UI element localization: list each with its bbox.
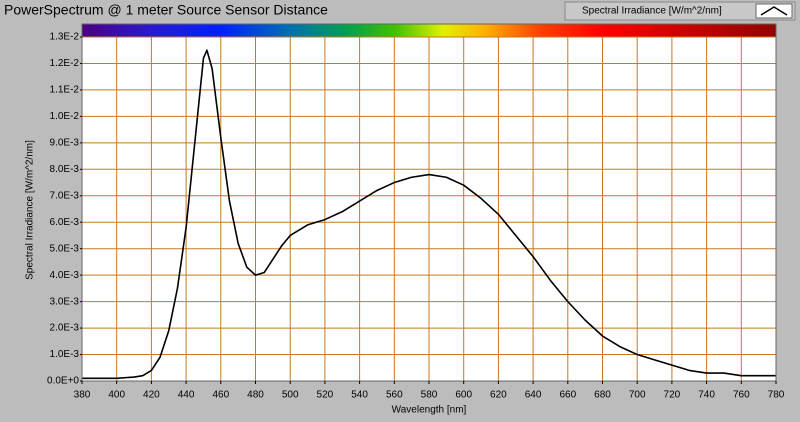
y-tick-label: 1.0E-3 xyxy=(50,349,80,360)
chart-title: PowerSpectrum @ 1 meter Source Sensor Di… xyxy=(4,2,328,18)
x-tick-label: 720 xyxy=(664,390,681,401)
x-tick-label: 540 xyxy=(351,390,368,401)
x-tick-label: 580 xyxy=(421,390,438,401)
legend-icon xyxy=(760,6,788,16)
x-tick-label: 440 xyxy=(178,390,195,401)
legend-label: Spectral Irradiance [W/m^2/nm] xyxy=(582,6,722,17)
x-tick-label: 780 xyxy=(768,390,785,401)
x-tick-label: 600 xyxy=(455,390,472,401)
x-tick-label: 420 xyxy=(143,390,160,401)
x-tick-label: 500 xyxy=(282,390,299,401)
x-tick-label: 700 xyxy=(629,390,646,401)
y-tick-label: 2.0E-3 xyxy=(50,323,80,334)
legend-swatch xyxy=(755,3,793,19)
y-axis-label: Spectral Irradiance [W/m^2/nm] xyxy=(25,140,36,280)
y-tick-label: 1.0E-2 xyxy=(50,111,80,122)
x-tick-label: 380 xyxy=(74,390,91,401)
x-tick-label: 660 xyxy=(559,390,576,401)
y-tick-label: 1.2E-2 xyxy=(50,58,80,69)
y-tick-label: 0.0E+0 xyxy=(47,376,79,387)
x-tick-label: 740 xyxy=(698,390,715,401)
y-tick-label: 1.3E-2 xyxy=(50,32,80,43)
x-tick-label: 520 xyxy=(317,390,334,401)
spectrum-bar xyxy=(82,24,776,37)
y-tick-label: 1.1E-2 xyxy=(50,85,80,96)
y-tick-label: 9.0E-3 xyxy=(50,137,80,148)
x-tick-label: 560 xyxy=(386,390,403,401)
y-tick-label: 7.0E-3 xyxy=(50,190,80,201)
y-tick-label: 6.0E-3 xyxy=(50,217,80,228)
x-tick-label: 640 xyxy=(525,390,542,401)
x-tick-label: 760 xyxy=(733,390,750,401)
y-tick-label: 4.0E-3 xyxy=(50,270,80,281)
x-tick-label: 680 xyxy=(594,390,611,401)
y-tick-label: 8.0E-3 xyxy=(50,164,80,175)
x-tick-label: 620 xyxy=(490,390,507,401)
x-tick-label: 400 xyxy=(108,390,125,401)
y-tick-label: 3.0E-3 xyxy=(50,296,80,307)
x-tick-label: 460 xyxy=(212,390,229,401)
legend xyxy=(564,1,796,21)
y-tick-label: 5.0E-3 xyxy=(50,243,80,254)
x-tick-label: 480 xyxy=(247,390,264,401)
spectrum-line xyxy=(82,49,776,380)
x-axis-label: Wavelength [nm] xyxy=(392,405,467,416)
